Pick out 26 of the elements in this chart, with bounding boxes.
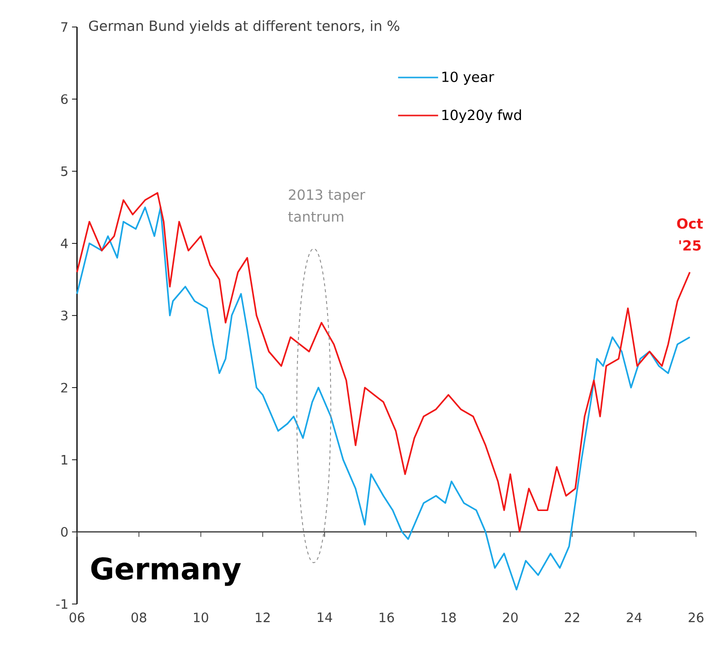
x-tick-label: 24 [626, 612, 642, 622]
y-tick-label: 6 [61, 94, 68, 104]
x-tick-label: 22 [564, 612, 580, 622]
annotation: Germany [91, 557, 241, 586]
y-tick-label: 2 [61, 382, 68, 392]
y-tick-label: 4 [60, 238, 68, 248]
x-tick-label: 12 [256, 612, 270, 622]
y-tick-label: 3 [61, 310, 68, 320]
x-tick-label: 06 [70, 612, 84, 622]
x-tick-label: 10 [194, 612, 208, 622]
annotation: Oct '25 [677, 218, 703, 251]
x-tick-label: 08 [132, 612, 146, 622]
y-tick-label: -1 [56, 599, 68, 609]
x-tick-label: 20 [503, 612, 518, 622]
y-tick-label: 1 [62, 455, 68, 464]
annotation: 2013 taper tantrum [288, 189, 366, 222]
chart-title: German Bund yields at different tenors, in % [89, 20, 400, 34]
x-tick-label: 14 [318, 612, 332, 622]
y-tick-label: 7 [61, 22, 68, 32]
y-tick-label: 5 [61, 166, 68, 176]
y-tick-label: 0 [61, 526, 68, 537]
x-tick-label: 18 [442, 612, 456, 622]
legend-label: 10 year [442, 72, 494, 85]
x-tick-label: 16 [380, 612, 394, 622]
x-tick-label: 26 [688, 612, 704, 622]
legend-label: 10y20y fwd [442, 109, 521, 123]
